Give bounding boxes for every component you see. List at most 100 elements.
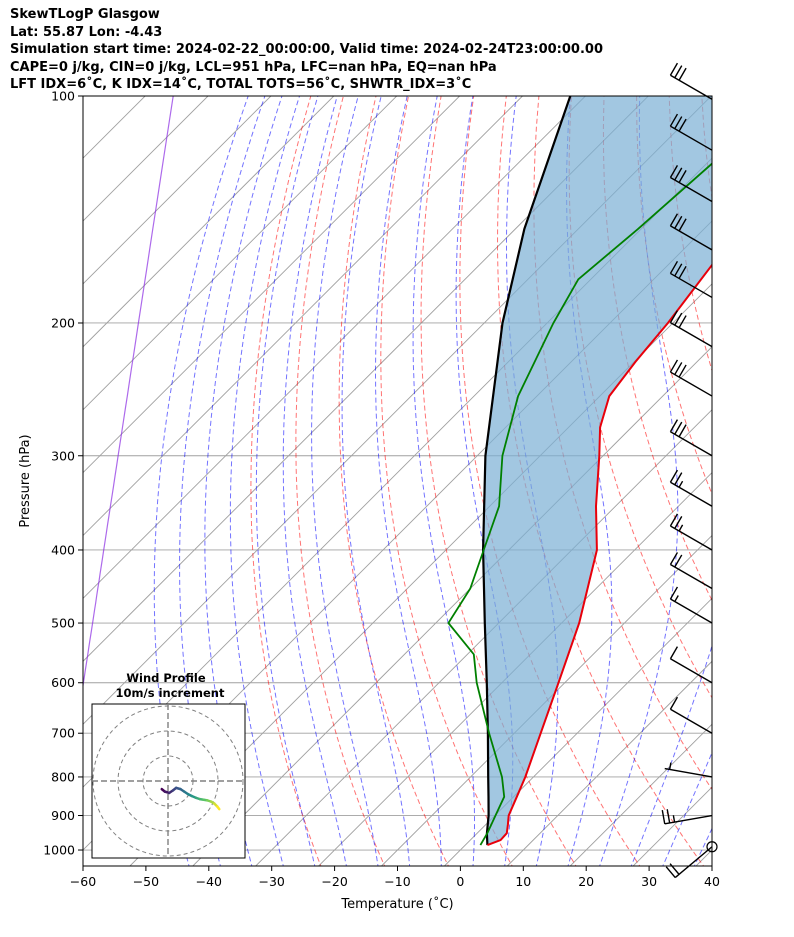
barb-staff [670, 481, 713, 507]
barb-staff [670, 322, 713, 348]
moist-adiabat [282, 96, 347, 866]
wind-barb [669, 469, 713, 507]
barb-flag [678, 424, 687, 438]
index-line: LFT IDX=6˚C, K IDX=14˚C, TOTAL TOTS=56˚C… [10, 77, 472, 93]
barb-staff [670, 125, 713, 151]
barb-flag [674, 65, 683, 79]
x-tick-label: 10 [515, 874, 531, 889]
barb-staff [674, 846, 713, 879]
barb-flag [669, 213, 679, 227]
y-tick-label: 700 [51, 726, 75, 741]
barb-flag [669, 113, 679, 127]
barb-staff [670, 563, 713, 590]
dry-adiabat [250, 96, 322, 866]
barb-flag [674, 472, 683, 486]
moist-adiabat [153, 96, 249, 866]
wind-barb [669, 419, 713, 457]
barb-flag [665, 866, 676, 879]
moist-adiabat [204, 96, 283, 866]
barb-flag [678, 169, 687, 183]
barb-staff [670, 176, 713, 203]
barb-flag [678, 265, 687, 279]
wind-barb [664, 762, 713, 778]
inset-plot [92, 704, 245, 858]
barb-staff [670, 225, 713, 251]
isotherm-line [83, 96, 460, 474]
location-line: Lat: 55.87 Lon: -4.43 [10, 24, 163, 40]
barb-flag [669, 260, 679, 274]
isotherm-line [0, 96, 19, 866]
moist-adiabat [255, 96, 319, 866]
barb-staff [670, 272, 713, 299]
barb-staff [664, 767, 713, 778]
wind-barbs [661, 62, 718, 879]
y-tick-label: 600 [51, 675, 75, 690]
x-tick-label: −40 [196, 874, 222, 889]
barb-flag [669, 552, 679, 565]
moist-adiabat [179, 96, 266, 866]
barb-flag [674, 167, 683, 181]
barb-flag [661, 809, 666, 824]
isotherm-line [255, 409, 712, 866]
dry-adiabat [767, 96, 794, 869]
barb-flag [669, 586, 679, 600]
wind-barb [661, 809, 713, 825]
x-tick-label: −30 [259, 874, 285, 889]
y-tick-label: 900 [51, 808, 75, 823]
y-tick-label: 100 [51, 89, 75, 104]
x-tick-label: 20 [578, 874, 594, 889]
isotherm-line [759, 96, 794, 866]
dry-adiabat [295, 96, 386, 866]
isotherm-line [507, 660, 712, 866]
barb-flag [678, 118, 687, 132]
wind-barb [669, 310, 713, 348]
moist-adiabat [412, 96, 475, 866]
barb-half-flag [674, 595, 679, 602]
x-tick-label: −60 [70, 874, 96, 889]
moist-adiabat [599, 96, 679, 866]
y-tick-label: 1000 [43, 843, 75, 858]
barb-flag [666, 809, 671, 824]
x-tick-label: −10 [384, 874, 410, 889]
chart-title: SkewTLogP Glasgow [10, 7, 160, 22]
wind-barb [669, 513, 713, 551]
temperature-line [487, 263, 712, 847]
isotherm-line [83, 96, 272, 285]
dry-adiabat [420, 96, 577, 866]
barb-flag [674, 215, 683, 229]
isotherm-line [83, 96, 649, 662]
isotherm-line [83, 96, 398, 411]
reference-line [83, 96, 174, 690]
hodograph-segment [216, 805, 221, 811]
barb-flag [669, 164, 679, 178]
barb-half-flag [672, 815, 676, 823]
x-tick-label: −50 [133, 874, 159, 889]
barb-half-flag [678, 524, 684, 532]
dry-adiabat [602, 96, 712, 602]
moist-adiabat [630, 644, 712, 866]
barb-flag [674, 263, 683, 277]
barb-flag [674, 362, 683, 375]
isotherm-line [0, 96, 82, 866]
inset-subtitle: 10m/s increment [116, 686, 225, 700]
isotherm-line [318, 471, 712, 866]
y-axis-title: Pressure (hPa) [18, 434, 33, 527]
barb-flag [674, 421, 683, 435]
barb-staff [670, 708, 713, 734]
barb-staff [670, 371, 713, 397]
isotherm-line [444, 597, 712, 866]
moist-adiabat [229, 96, 301, 866]
barb-flag [669, 419, 679, 433]
barb-staff [670, 598, 713, 624]
barb-half-flag [668, 762, 672, 770]
dewpoint-line [447, 162, 712, 846]
barb-flag [669, 310, 679, 324]
wind-barb [669, 359, 713, 397]
wind-barb [669, 260, 713, 299]
barb-flag [669, 696, 679, 710]
x-tick-label: 40 [704, 874, 720, 889]
wind-barb [669, 213, 713, 251]
isotherm-line [83, 96, 523, 537]
barb-flag [674, 554, 683, 568]
